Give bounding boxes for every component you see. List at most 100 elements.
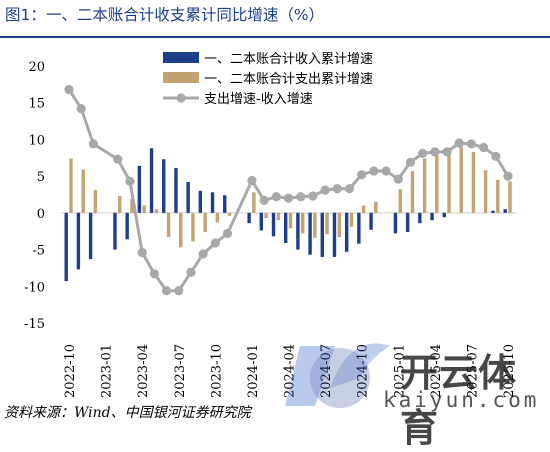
x-tick-label: 2025-01 xyxy=(392,344,407,398)
y-axis: -15 -10 -5 0 5 10 15 20 xyxy=(24,60,45,332)
spread-point xyxy=(491,151,501,161)
income-bar xyxy=(137,165,142,213)
expense-bar xyxy=(398,189,402,213)
expense-bar xyxy=(410,171,415,213)
income-bar xyxy=(247,212,251,224)
income-bar xyxy=(64,212,68,282)
x-tick-label: 2025-07 xyxy=(465,344,480,398)
y-tick-label: -5 xyxy=(32,244,45,259)
spread-point xyxy=(454,138,464,148)
title-divider xyxy=(0,36,550,38)
income-bar xyxy=(149,148,154,213)
spread-point xyxy=(296,192,306,202)
spread-point xyxy=(161,286,172,296)
spread-point xyxy=(466,139,477,149)
income-bar xyxy=(357,212,361,244)
expense-bar xyxy=(191,212,195,242)
bars-group xyxy=(64,146,512,282)
spread-point xyxy=(88,139,98,149)
expense-bar xyxy=(264,212,268,218)
spread-point xyxy=(430,147,440,157)
expense-bar xyxy=(337,212,341,238)
expense-bar xyxy=(325,212,329,235)
expense-bar xyxy=(81,169,85,213)
expense-bar xyxy=(374,201,378,213)
y-tick-label: 0 xyxy=(37,207,45,222)
spread-point xyxy=(369,166,379,176)
spread-point xyxy=(76,103,86,114)
expense-bar xyxy=(349,212,354,227)
y-tick-label: 5 xyxy=(37,170,45,185)
income-bar xyxy=(503,209,507,213)
expense-bar xyxy=(361,205,366,213)
x-tick-label: 2024-01 xyxy=(246,344,261,398)
line-series-group xyxy=(64,84,513,296)
expense-bar xyxy=(435,152,439,213)
expense-bar xyxy=(252,192,256,213)
expense-bar xyxy=(93,190,98,213)
spread-point xyxy=(332,184,342,194)
expense-bar xyxy=(227,212,232,216)
spread-point xyxy=(320,185,330,195)
income-bar xyxy=(430,212,434,221)
expense-bar xyxy=(447,148,451,213)
income-bar xyxy=(259,212,264,231)
income-bar xyxy=(332,212,337,257)
spread-line xyxy=(67,88,510,293)
expense-bar xyxy=(483,170,488,213)
legend-label: 一、二本账合计收入累计增速 xyxy=(204,52,373,67)
expense-bar xyxy=(313,212,317,238)
watermark-brand-en: kaiyun.com xyxy=(383,388,540,412)
watermark-logo xyxy=(285,343,390,408)
spread-point xyxy=(344,184,355,194)
x-tick-label: 2025-10 xyxy=(502,344,517,398)
income-bar xyxy=(405,212,410,232)
spread-point xyxy=(222,228,233,239)
spread-point xyxy=(442,147,452,157)
legend-marker xyxy=(176,93,186,103)
expense-bar xyxy=(118,195,122,213)
spread-point xyxy=(405,157,416,167)
spread-point xyxy=(503,171,513,181)
x-tick-label: 2023-10 xyxy=(209,344,224,398)
income-bar xyxy=(223,195,227,213)
legend-swatch xyxy=(163,72,199,83)
income-bar xyxy=(320,212,324,257)
legend-swatch xyxy=(163,52,199,63)
spread-point xyxy=(149,269,159,279)
income-bar xyxy=(308,212,312,255)
spread-point xyxy=(137,247,147,258)
spread-point xyxy=(174,286,184,296)
spread-point xyxy=(247,175,257,186)
x-tick-label: 2024-07 xyxy=(319,344,334,398)
expense-bar xyxy=(288,212,293,229)
x-tick-label: 2025-04 xyxy=(429,344,444,398)
expense-bar xyxy=(130,198,134,213)
income-bar xyxy=(88,212,93,260)
income-bar xyxy=(271,212,276,237)
income-bar xyxy=(491,210,495,213)
spread-point xyxy=(393,174,403,184)
income-bar xyxy=(125,212,129,240)
expense-bar xyxy=(459,146,463,213)
expense-bar xyxy=(215,212,220,223)
income-bar xyxy=(174,168,178,213)
spread-point xyxy=(186,267,196,277)
income-bar xyxy=(296,212,300,250)
x-axis: 2022-10 2023-01 2023-04 2023-07 2023-10 2024-… xyxy=(63,344,517,398)
spread-point xyxy=(113,154,123,164)
expense-bar xyxy=(179,212,183,248)
y-tick-label: 20 xyxy=(28,60,45,75)
income-bar xyxy=(76,212,81,270)
spread-point xyxy=(357,170,367,180)
spread-point xyxy=(283,193,294,203)
income-bar xyxy=(442,212,446,218)
expense-bar xyxy=(508,181,512,213)
spread-point xyxy=(198,249,208,259)
spread-point xyxy=(271,192,281,202)
x-tick-label: 2023-01 xyxy=(100,344,115,398)
expense-bar xyxy=(166,212,171,238)
spread-point xyxy=(308,191,318,201)
